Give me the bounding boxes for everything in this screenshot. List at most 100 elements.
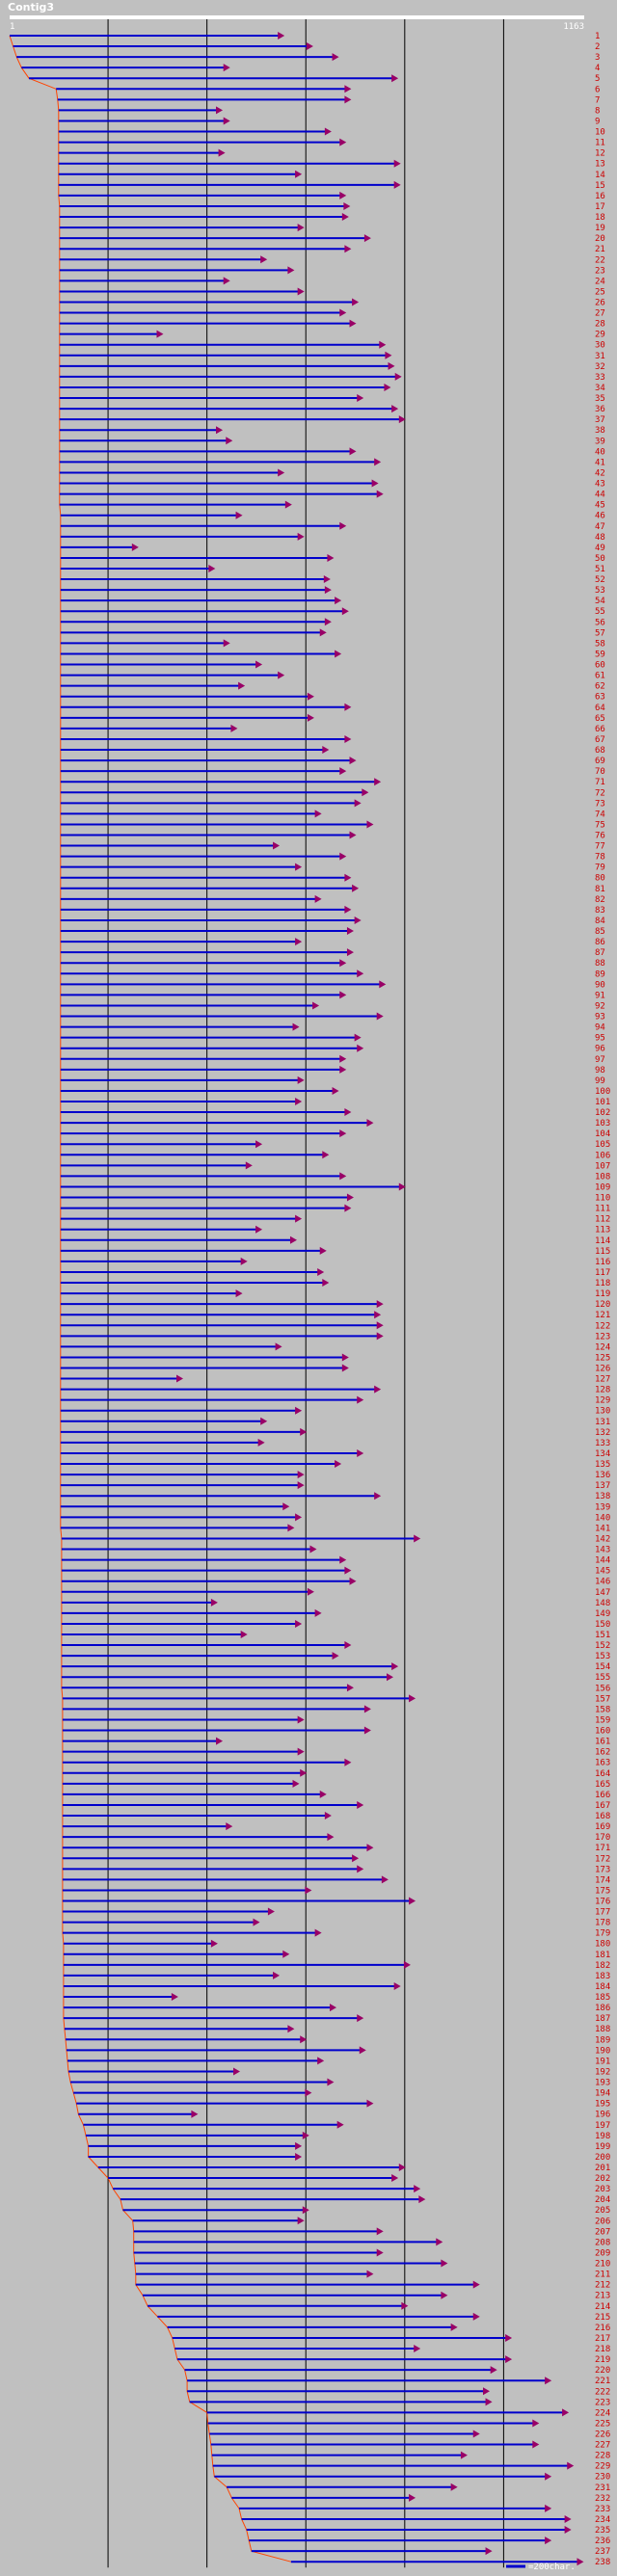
- read-label: 187: [595, 2014, 610, 2024]
- read-arrow: [346, 927, 354, 936]
- read-105: 105: [60, 1140, 610, 1150]
- read-166: 166: [62, 1790, 610, 1800]
- read-arrow: [260, 255, 268, 264]
- read-124: 124: [60, 1342, 610, 1352]
- read-arrow: [332, 53, 339, 62]
- read-label: 2: [595, 42, 600, 52]
- read-62: 62: [60, 681, 605, 692]
- chart-title: Contig3: [8, 1, 54, 13]
- read-arrow: [339, 521, 347, 530]
- read-161: 161: [62, 1737, 610, 1747]
- read-arrow: [505, 2333, 513, 2342]
- read-arrow: [306, 42, 313, 51]
- read-arrow: [300, 1768, 308, 1777]
- read-11: 11: [58, 138, 605, 148]
- read-label: 111: [595, 1205, 610, 1214]
- read-100: 100: [60, 1086, 610, 1097]
- read-72: 72: [60, 788, 605, 798]
- read-arrow: [339, 1555, 347, 1564]
- read-arrow: [339, 852, 347, 861]
- read-label: 39: [595, 437, 605, 446]
- read-label: 205: [595, 2206, 610, 2216]
- read-arrow: [344, 1566, 352, 1575]
- read-arrow: [344, 734, 352, 743]
- read-48: 48: [60, 532, 605, 543]
- read-label: 97: [595, 1055, 605, 1065]
- read-150: 150: [61, 1619, 610, 1630]
- read-arrow: [240, 1631, 248, 1638]
- read-arrow: [339, 308, 347, 317]
- read-label: 162: [595, 1748, 610, 1758]
- read-label: 195: [595, 2100, 610, 2110]
- read-arrow: [532, 2419, 540, 2428]
- read-arrow: [341, 213, 349, 222]
- read-arrow: [483, 2387, 491, 2396]
- read-arrow: [312, 1001, 320, 1010]
- read-112: 112: [60, 1214, 610, 1225]
- read-arrow: [379, 340, 387, 349]
- read-40: 40: [59, 447, 605, 457]
- read-arrow: [238, 681, 246, 690]
- read-label: 53: [595, 586, 605, 596]
- read-arrow: [339, 991, 347, 999]
- read-138: 138: [60, 1492, 610, 1501]
- read-label: 124: [595, 1342, 610, 1352]
- read-136: 136: [60, 1471, 610, 1480]
- read-68: 68: [60, 746, 605, 756]
- read-arrow: [339, 1054, 347, 1063]
- read-arrow: [398, 2164, 406, 2171]
- read-label: 130: [595, 1407, 610, 1417]
- read-label: 11: [595, 139, 605, 148]
- read-arrow: [297, 2217, 305, 2225]
- read-arrow: [359, 2046, 366, 2055]
- read-arrow: [176, 1374, 184, 1383]
- read-arrow: [216, 1737, 224, 1745]
- read-arrow: [386, 1673, 393, 1682]
- read-137: 137: [60, 1481, 610, 1491]
- read-arrow: [292, 1779, 300, 1788]
- read-238: 238: [290, 2558, 610, 2567]
- read-148: 148: [61, 1598, 610, 1608]
- read-234: 234: [241, 2514, 610, 2525]
- read-arrow: [354, 799, 362, 808]
- read-label: 108: [595, 1172, 610, 1182]
- read-30: 30: [59, 340, 605, 351]
- read-label: 68: [595, 746, 605, 756]
- read-label: 79: [595, 863, 605, 873]
- read-66: 66: [60, 724, 605, 734]
- read-179: 179: [62, 1928, 610, 1939]
- read-arrow: [409, 1694, 416, 1703]
- read-arrow: [376, 1321, 384, 1330]
- read-144: 144: [61, 1555, 610, 1566]
- read-label: 26: [595, 299, 605, 308]
- read-label: 169: [595, 1822, 610, 1832]
- read-arrow: [230, 724, 238, 732]
- read-arrow: [346, 948, 354, 957]
- read-arrow: [327, 1833, 335, 1842]
- read-arrow: [317, 1267, 325, 1276]
- read-41: 41: [59, 458, 605, 467]
- read-190: 190: [66, 2046, 610, 2056]
- read-139: 139: [60, 1502, 610, 1512]
- read-label: 133: [595, 1439, 610, 1448]
- read-223: 223: [189, 2398, 610, 2407]
- read-label: 159: [595, 1715, 610, 1725]
- read-arrow: [273, 841, 281, 850]
- read-label: 122: [595, 1321, 610, 1331]
- read-label: 71: [595, 778, 605, 787]
- read-label: 225: [595, 2419, 610, 2429]
- read-label: 146: [595, 1578, 610, 1587]
- read-arrow: [354, 1033, 362, 1042]
- read-arrow: [300, 1427, 308, 1436]
- read-33: 33: [59, 372, 605, 383]
- read-119: 119: [60, 1289, 610, 1299]
- read-128: 128: [60, 1385, 610, 1395]
- read-135: 135: [60, 1460, 610, 1470]
- read-arrow: [322, 1151, 330, 1159]
- read-224: 224: [206, 2408, 610, 2418]
- read-237: 237: [251, 2547, 610, 2557]
- read-106: 106: [60, 1151, 610, 1160]
- read-28: 28: [59, 319, 605, 330]
- read-label: 131: [595, 1418, 610, 1427]
- read-arrow: [567, 2461, 575, 2470]
